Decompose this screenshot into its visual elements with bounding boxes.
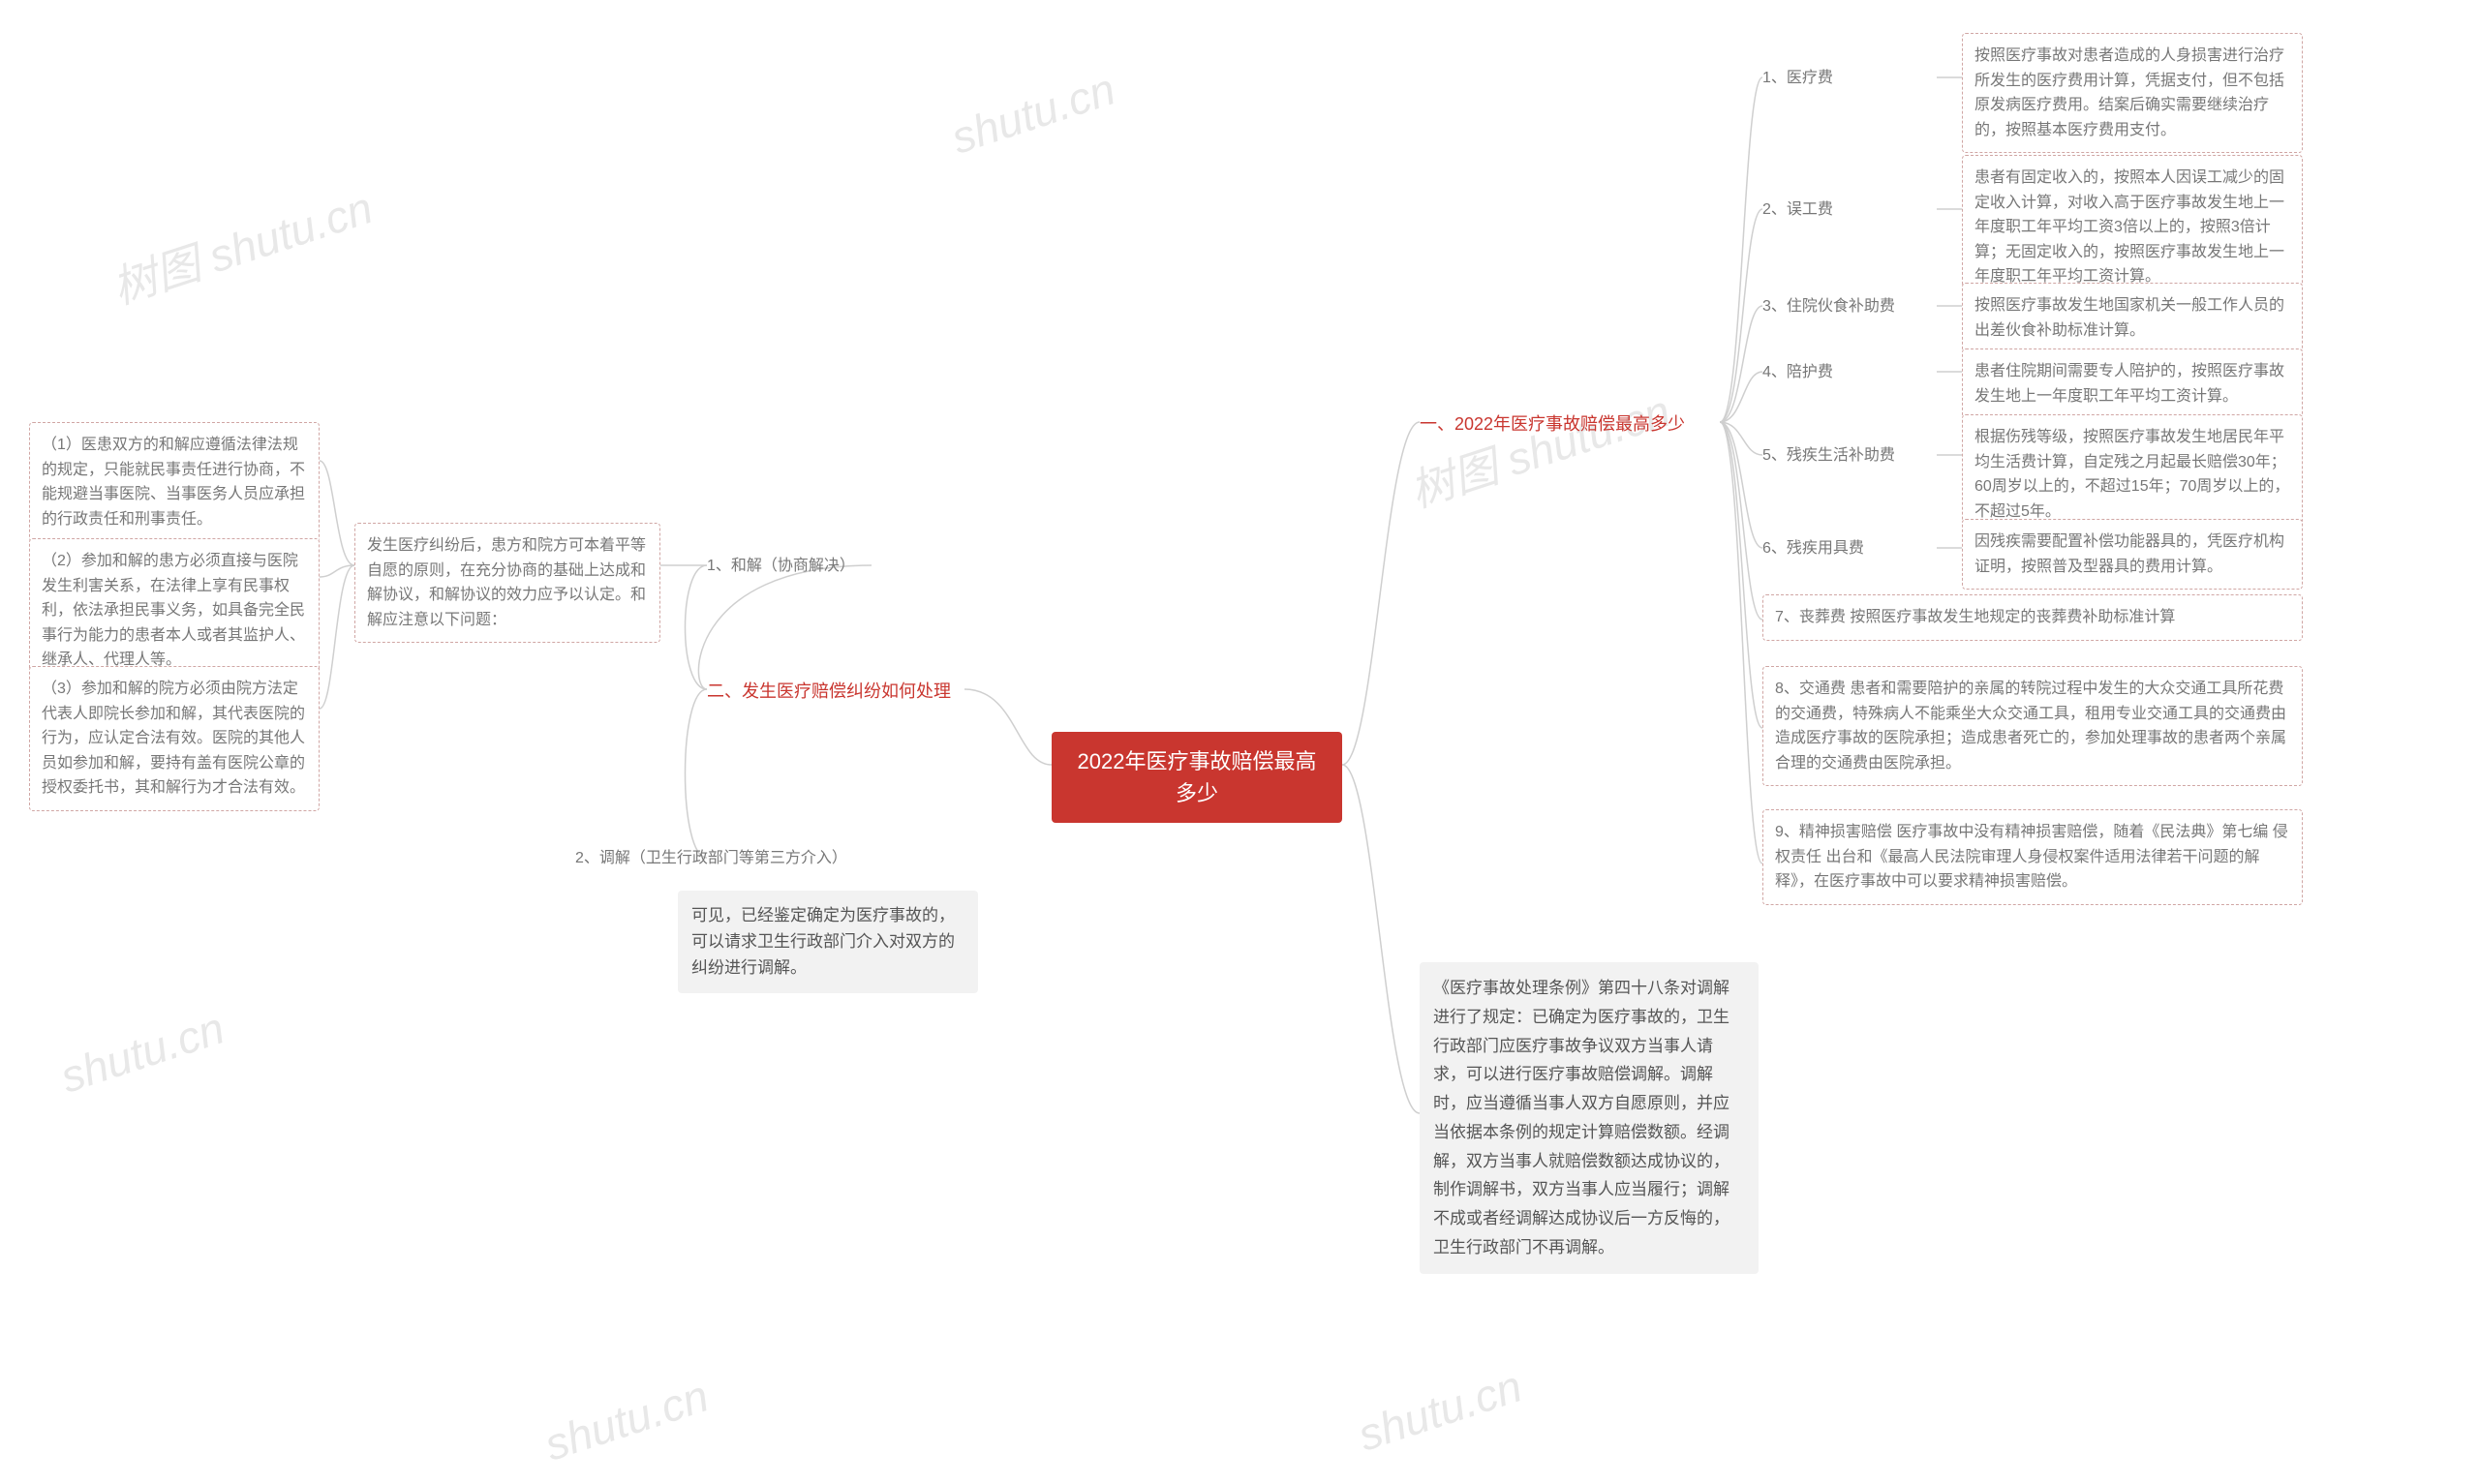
r-item-1-label: 1、医疗费 <box>1762 66 1937 91</box>
r-item-3-desc: 按照医疗事故发生地国家机关一般工作人员的出差伙食补助标准计算。 <box>1962 283 2303 353</box>
left-heading: 二、发生医疗赔偿纠纷如何处理 <box>707 678 951 706</box>
r-item-3-label: 3、住院伙食补助费 <box>1762 294 1937 319</box>
right-heading: 一、2022年医疗事故赔偿最高多少 <box>1420 410 1685 439</box>
r-item-5-label: 5、残疾生活补助费 <box>1762 443 1937 469</box>
watermark: shutu.cn <box>538 1369 715 1470</box>
r-item-7: 7、丧葬费 按照医疗事故发生地规定的丧葬费补助标准计算 <box>1762 594 2303 641</box>
watermark: 树图 shutu.cn <box>1401 377 1677 521</box>
watermark: 树图 shutu.cn <box>104 173 380 318</box>
r-item-1-desc: 按照医疗事故对患者造成的人身损害进行治疗所发生的医疗费用计算，凭据支付，但不包括… <box>1962 33 2303 153</box>
left-point-2: （2）参加和解的患方必须直接与医院发生利害关系，在法律上享有民事权利，依法承担民… <box>29 538 320 683</box>
watermark: shutu.cn <box>1352 1359 1528 1461</box>
left-point-3: （3）参加和解的院方必须由院方法定代表人即院长参加和解，其代表医院的行为，应认定… <box>29 666 320 811</box>
watermark: shutu.cn <box>54 1001 230 1103</box>
r-item-5-desc: 根据伤残等级，按照医疗事故发生地居民年平均生活费计算，自定残之月起最长赔偿30年… <box>1962 414 2303 534</box>
watermark: shutu.cn <box>945 62 1121 164</box>
center-line1: 2022年医疗事故赔偿最高 <box>1078 749 1317 773</box>
r-item-2-desc: 患者有固定收入的，按照本人因误工减少的固定收入计算，对收入高于医疗事故发生地上一… <box>1962 155 2303 300</box>
r-item-8: 8、交通费 患者和需要陪护的亲属的转院过程中发生的大众交通工具所花费的交通费，特… <box>1762 666 2303 786</box>
center-topic: 2022年医疗事故赔偿最高 多少 <box>1052 732 1342 823</box>
left-solid1: 可见，已经鉴定确定为医疗事故的，可以请求卫生行政部门介入对双方的纠纷进行调解。 <box>678 891 978 993</box>
r-item-6-label: 6、残疾用具费 <box>1762 536 1937 561</box>
r-item-4-desc: 患者住院期间需要专人陪护的，按照医疗事故发生地上一年度职工年平均工资计算。 <box>1962 348 2303 419</box>
left-sub1: 1、和解（协商解决） <box>707 554 855 579</box>
center-line2: 多少 <box>1176 781 1218 805</box>
left-sub2: 2、调解（卫生行政部门等第三方介入） <box>575 846 847 871</box>
r-item-4-label: 4、陪护费 <box>1762 360 1937 385</box>
left-point-1: （1）医患双方的和解应遵循法律法规的规定，只能就民事责任进行协商，不能规避当事医… <box>29 422 320 542</box>
r-item-6-desc: 因残疾需要配置补偿功能器具的，凭医疗机构证明，按照普及型器具的费用计算。 <box>1962 519 2303 590</box>
r-item-2-label: 2、误工费 <box>1762 197 1937 223</box>
r-item-9: 9、精神损害赔偿 医疗事故中没有精神损害赔偿，随着《民法典》第七编 侵权责任 出… <box>1762 809 2303 905</box>
regulation-box: 《医疗事故处理条例》第四十八条对调解进行了规定：已确定为医疗事故的，卫生行政部门… <box>1420 962 1759 1274</box>
left-lead: 发生医疗纠纷后，患方和院方可本着平等自愿的原则，在充分协商的基础上达成和解协议，… <box>354 523 660 643</box>
